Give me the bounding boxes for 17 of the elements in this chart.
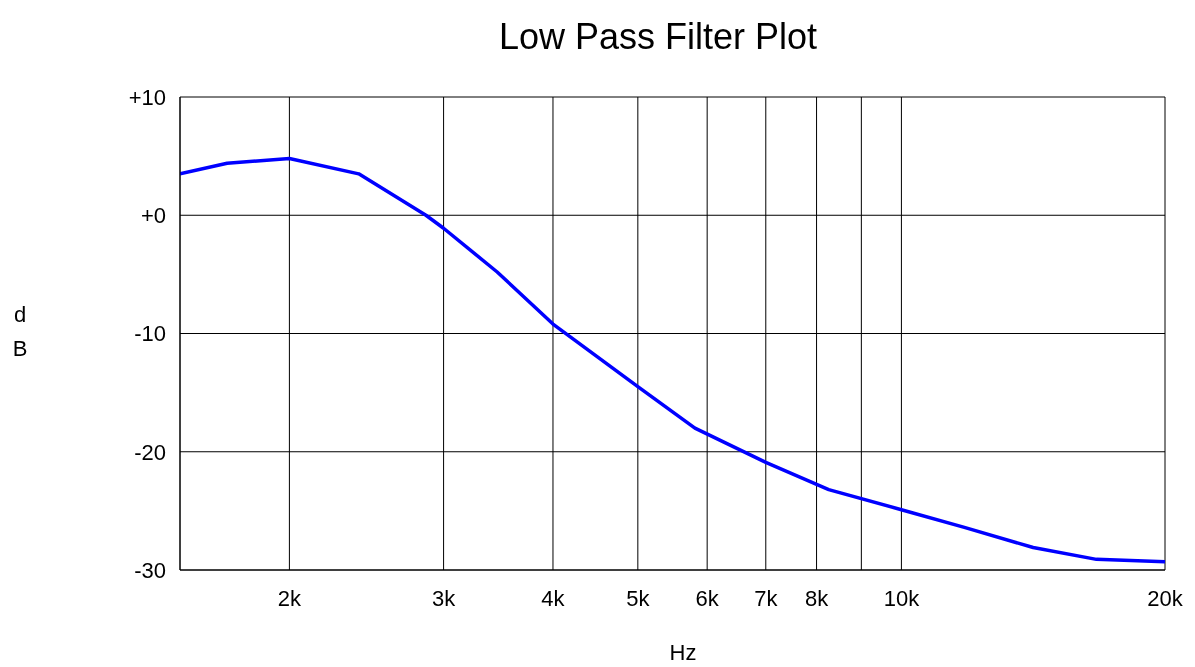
y-axis-title: dB [11,301,29,363]
x-tick-label: 4k [541,585,566,611]
x-tick-label: 8k [804,585,830,611]
x-tick-label: 20k [1147,585,1184,611]
y-tick-label: +0 [140,203,166,229]
y-tick-label: -30 [134,557,166,583]
y-tick-label: +10 [128,84,166,110]
x-tick-label: 7k [754,585,779,611]
x-axis-title: Hz [668,640,698,666]
x-tick-label: 6k [695,585,720,611]
y-tick-label: -20 [134,439,166,465]
x-tick-label: 3k [431,585,457,611]
x-tick-label: 10k [883,585,921,611]
y-tick-label: -10 [134,321,166,347]
chart-title: Low Pass Filter Plot [497,16,819,58]
x-tick-label: 5k [626,585,651,611]
x-tick-label: 2k [277,585,303,611]
